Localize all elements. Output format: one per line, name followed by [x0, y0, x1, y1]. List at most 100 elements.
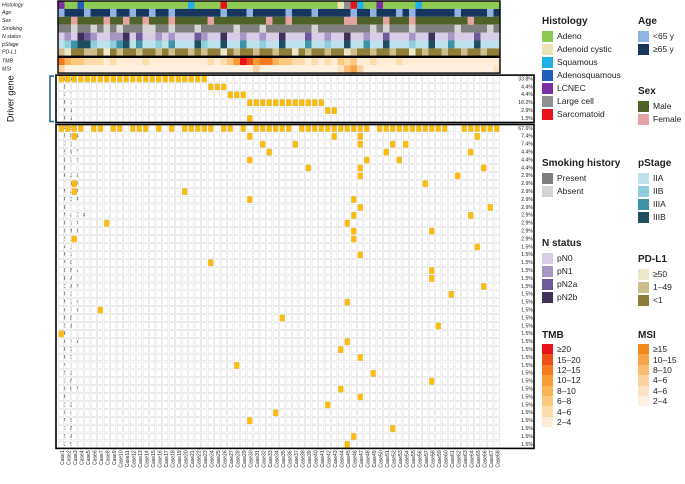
mutation-cell: [71, 180, 78, 188]
clinical-cell: [454, 8, 462, 17]
empty-cell: [181, 219, 188, 227]
empty-cell: [116, 115, 123, 123]
empty-cell: [467, 140, 474, 148]
empty-cell: [467, 369, 474, 377]
empty-cell: [363, 354, 370, 362]
msi-cell: [201, 65, 208, 74]
empty-cell: [285, 338, 292, 346]
mutation-cell: [233, 361, 240, 369]
empty-cell: [454, 433, 461, 441]
clinical-cell: [337, 16, 345, 25]
gene-percent: 4.4%: [521, 165, 533, 171]
mutation-cell: [487, 124, 494, 132]
empty-cell: [344, 369, 351, 377]
clinical-cell: [162, 48, 169, 57]
empty-cell: [129, 440, 136, 448]
case-label: Case60: [444, 450, 450, 467]
empty-cell: [285, 148, 292, 156]
case-label: Case56: [418, 450, 424, 467]
gene-percent: 1.5%: [521, 308, 533, 314]
empty-cell: [207, 330, 214, 338]
case-label: Case8: [106, 450, 112, 465]
empty-cell: [188, 132, 195, 140]
clinical-cell: [188, 32, 195, 41]
empty-cell: [298, 275, 305, 283]
empty-cell: [461, 393, 468, 401]
empty-cell: [103, 314, 110, 322]
empty-cell: [480, 196, 487, 204]
clinical-cell: [149, 8, 156, 17]
clinical-cell: [474, 1, 481, 9]
empty-cell: [129, 148, 136, 156]
empty-cell: [129, 259, 136, 267]
empty-cell: [409, 401, 416, 409]
mutation-cell: [71, 235, 78, 243]
legend-label: 2–4: [653, 396, 668, 407]
empty-cell: [155, 172, 162, 180]
empty-cell: [149, 385, 156, 393]
mutation-cell: [461, 124, 468, 132]
empty-cell: [207, 433, 214, 441]
mutation-cell: [467, 124, 474, 132]
empty-cell: [194, 369, 201, 377]
empty-cell: [448, 107, 455, 115]
empty-cell: [305, 330, 312, 338]
empty-cell: [246, 148, 253, 156]
empty-cell: [188, 211, 195, 219]
clinical-cell: [337, 32, 345, 41]
empty-cell: [136, 172, 143, 180]
clinical-cell: [292, 1, 299, 9]
empty-cell: [448, 164, 455, 172]
empty-cell: [298, 219, 305, 227]
mutation-cell: [331, 132, 338, 140]
empty-cell: [116, 385, 123, 393]
empty-cell: [272, 203, 279, 211]
empty-cell: [383, 282, 390, 290]
empty-cell: [344, 91, 351, 99]
empty-cell: [90, 196, 97, 204]
empty-cell: [227, 393, 234, 401]
empty-cell: [240, 369, 247, 377]
clinical-cell: [396, 8, 403, 17]
empty-cell: [272, 433, 279, 441]
msi-cell: [71, 65, 78, 74]
clinical-cell: [350, 16, 358, 25]
empty-cell: [123, 330, 130, 338]
legend-label: Female: [653, 114, 682, 124]
empty-cell: [136, 107, 143, 115]
empty-cell: [84, 124, 91, 132]
empty-cell: [71, 361, 78, 369]
mutation-cell: [331, 124, 338, 132]
empty-cell: [103, 361, 110, 369]
empty-cell: [389, 156, 396, 164]
clinical-cell: [402, 24, 410, 33]
gene-percent: 1.5%: [521, 442, 533, 448]
empty-cell: [71, 172, 78, 180]
empty-cell: [103, 99, 110, 107]
empty-cell: [305, 188, 312, 196]
empty-cell: [344, 290, 351, 298]
empty-cell: [162, 393, 169, 401]
case-label: Case55: [411, 450, 417, 467]
empty-cell: [344, 409, 351, 417]
empty-cell: [142, 188, 149, 196]
empty-cell: [448, 227, 455, 235]
empty-cell: [266, 322, 273, 330]
empty-cell: [435, 393, 442, 401]
legend-label: 6–8: [557, 396, 572, 407]
empty-cell: [240, 275, 247, 283]
empty-cell: [64, 140, 71, 148]
empty-cell: [363, 259, 370, 267]
empty-cell: [227, 377, 234, 385]
empty-cell: [487, 290, 494, 298]
empty-cell: [253, 148, 260, 156]
empty-cell: [376, 235, 383, 243]
empty-cell: [357, 338, 364, 346]
empty-cell: [220, 188, 227, 196]
empty-cell: [64, 164, 71, 172]
empty-cell: [383, 164, 390, 172]
clinical-cell: [285, 48, 293, 57]
empty-cell: [402, 243, 409, 251]
empty-cell: [480, 180, 487, 188]
empty-cell: [324, 251, 331, 259]
